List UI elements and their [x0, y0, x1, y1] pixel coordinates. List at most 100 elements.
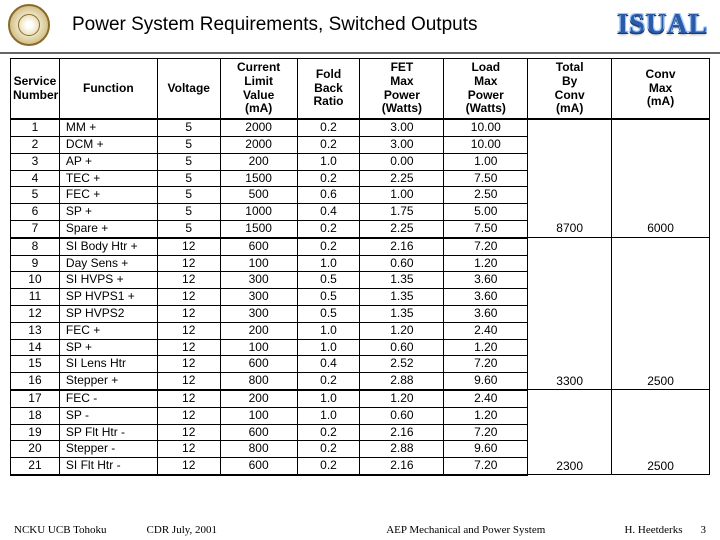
cell-current-limit: 300 [220, 289, 297, 306]
col-current-limit: CurrentLimitValue(mA) [220, 59, 297, 120]
cell-load-power: 2.50 [444, 187, 528, 204]
cell-fet-power: 2.16 [360, 424, 444, 441]
cell-voltage: 5 [157, 170, 220, 187]
cell-function: SP HVPS1 + [59, 289, 157, 306]
cell-voltage: 12 [157, 305, 220, 322]
cell-load-power: 1.20 [444, 407, 528, 424]
cell-function: DCM + [59, 136, 157, 153]
cell-load-power: 7.50 [444, 220, 528, 237]
cell-service-number: 3 [11, 153, 60, 170]
cell-fet-power: 3.00 [360, 136, 444, 153]
cell-function: SP HVPS2 [59, 305, 157, 322]
cell-voltage: 12 [157, 424, 220, 441]
cell-current-limit: 1000 [220, 204, 297, 221]
cell-current-limit: 2000 [220, 119, 297, 136]
col-foldback-ratio: FoldBackRatio [297, 59, 360, 120]
cell-service-number: 5 [11, 187, 60, 204]
cell-service-number: 1 [11, 119, 60, 136]
cell-service-number: 13 [11, 322, 60, 339]
col-voltage: Voltage [157, 59, 220, 120]
cell-function: Stepper - [59, 441, 157, 458]
cell-function: FEC - [59, 390, 157, 407]
table-row: 8SI Body Htr +126000.22.167.2033002500 [11, 238, 710, 255]
cell-function: MM + [59, 119, 157, 136]
cell-load-power: 1.20 [444, 255, 528, 272]
cell-function: FEC + [59, 322, 157, 339]
cell-fet-power: 2.52 [360, 356, 444, 373]
cell-fet-power: 3.00 [360, 119, 444, 136]
cell-load-power: 9.60 [444, 441, 528, 458]
cell-fet-power: 2.88 [360, 373, 444, 390]
col-function: Function [59, 59, 157, 120]
table-row: 17FEC -122001.01.202.4023002500 [11, 390, 710, 407]
cell-function: SP Flt Htr - [59, 424, 157, 441]
cell-fet-power: 0.60 [360, 407, 444, 424]
cell-foldback: 1.0 [297, 255, 360, 272]
cell-current-limit: 200 [220, 322, 297, 339]
cell-service-number: 7 [11, 220, 60, 237]
cell-load-power: 1.00 [444, 153, 528, 170]
cell-fet-power: 2.25 [360, 170, 444, 187]
cell-load-power: 2.40 [444, 322, 528, 339]
cell-voltage: 12 [157, 356, 220, 373]
cell-current-limit: 200 [220, 390, 297, 407]
col-conv-max: ConvMax(mA) [612, 59, 710, 120]
isual-logo: ISUAL [617, 9, 712, 41]
cell-foldback: 0.2 [297, 220, 360, 237]
cell-function: AP + [59, 153, 157, 170]
cell-current-limit: 500 [220, 187, 297, 204]
cell-voltage: 12 [157, 322, 220, 339]
cell-fet-power: 1.00 [360, 187, 444, 204]
cell-foldback: 0.5 [297, 272, 360, 289]
cell-voltage: 5 [157, 119, 220, 136]
cell-service-number: 18 [11, 407, 60, 424]
cell-voltage: 12 [157, 289, 220, 306]
cell-fet-power: 0.60 [360, 255, 444, 272]
cell-service-number: 8 [11, 238, 60, 255]
university-seal-icon [8, 4, 50, 46]
cell-current-limit: 600 [220, 238, 297, 255]
cell-voltage: 5 [157, 187, 220, 204]
cell-voltage: 5 [157, 153, 220, 170]
cell-fet-power: 2.25 [360, 220, 444, 237]
cell-foldback: 0.2 [297, 238, 360, 255]
cell-voltage: 5 [157, 204, 220, 221]
cell-voltage: 5 [157, 220, 220, 237]
cell-function: SI Body Htr + [59, 238, 157, 255]
cell-service-number: 9 [11, 255, 60, 272]
cell-fet-power: 2.16 [360, 458, 444, 475]
cell-function: SI HVPS + [59, 272, 157, 289]
cell-voltage: 12 [157, 441, 220, 458]
cell-service-number: 20 [11, 441, 60, 458]
cell-voltage: 12 [157, 458, 220, 475]
cell-load-power: 7.50 [444, 170, 528, 187]
cell-function: SI Lens Htr [59, 356, 157, 373]
cell-function: TEC + [59, 170, 157, 187]
cell-service-number: 2 [11, 136, 60, 153]
cell-fet-power: 0.00 [360, 153, 444, 170]
cell-voltage: 12 [157, 373, 220, 390]
cell-foldback: 0.2 [297, 170, 360, 187]
cell-load-power: 7.20 [444, 458, 528, 475]
cell-voltage: 12 [157, 390, 220, 407]
cell-service-number: 14 [11, 339, 60, 356]
cell-service-number: 17 [11, 390, 60, 407]
cell-current-limit: 1500 [220, 170, 297, 187]
cell-conv-max: 2500 [612, 238, 710, 390]
cell-voltage: 5 [157, 136, 220, 153]
cell-service-number: 10 [11, 272, 60, 289]
requirements-table: ServiceNumber Function Voltage CurrentLi… [10, 58, 710, 476]
cell-service-number: 19 [11, 424, 60, 441]
cell-voltage: 12 [157, 339, 220, 356]
cell-function: SP + [59, 204, 157, 221]
col-load-max-power: LoadMaxPower(Watts) [444, 59, 528, 120]
cell-foldback: 1.0 [297, 322, 360, 339]
page-title: Power System Requirements, Switched Outp… [50, 14, 617, 36]
cell-fet-power: 1.35 [360, 305, 444, 322]
cell-current-limit: 600 [220, 424, 297, 441]
cell-voltage: 12 [157, 272, 220, 289]
cell-foldback: 0.5 [297, 289, 360, 306]
cell-foldback: 0.6 [297, 187, 360, 204]
cell-fet-power: 1.75 [360, 204, 444, 221]
cell-foldback: 0.2 [297, 458, 360, 475]
